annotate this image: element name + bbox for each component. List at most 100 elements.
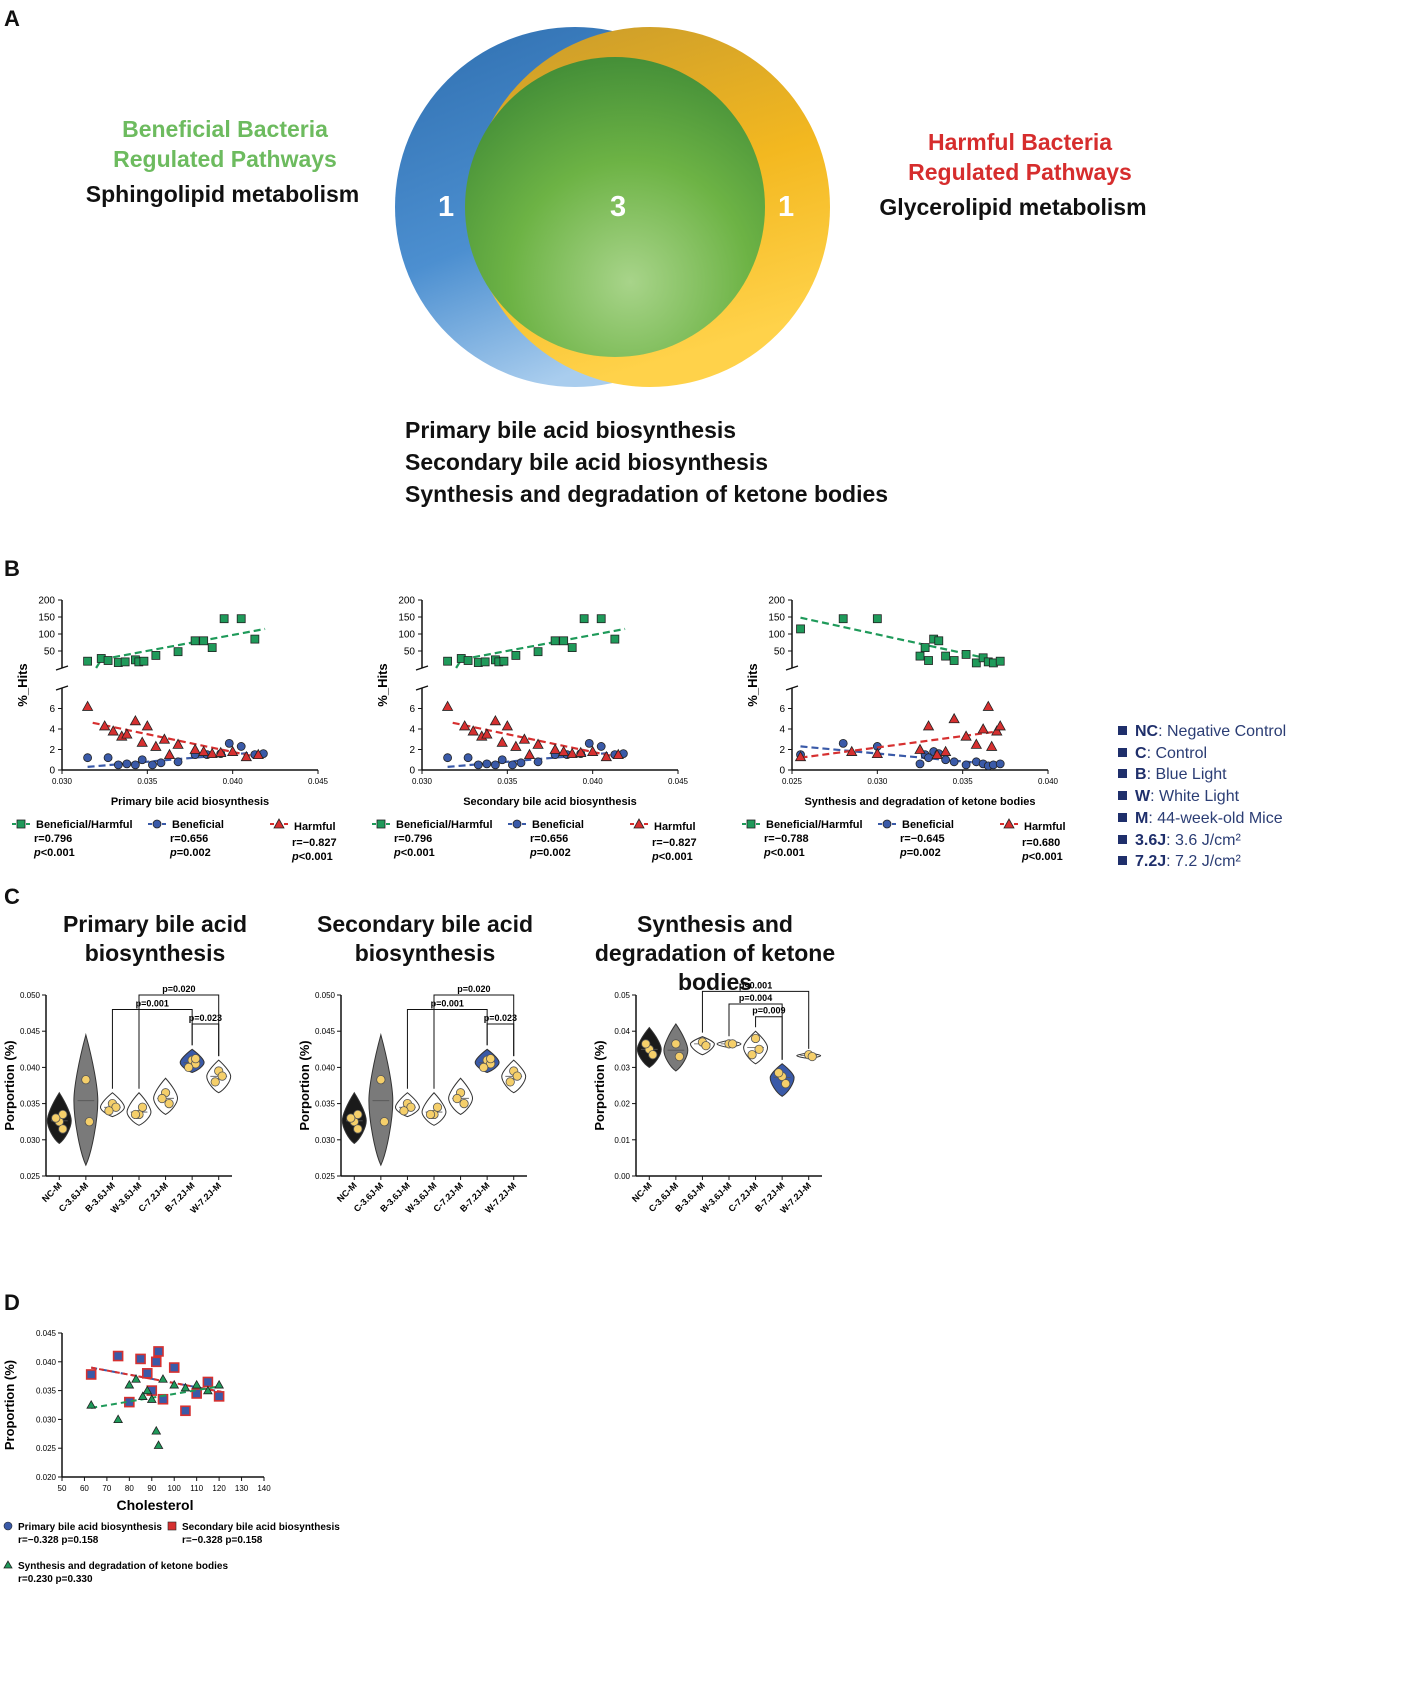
legend-p: p<0.001 [393, 847, 435, 859]
y-tick-label: 0.045 [315, 1027, 336, 1036]
shared-pathway-3: Synthesis and degradation of ketone bodi… [405, 481, 889, 507]
data-point-1 [473, 760, 483, 770]
data-point-1 [949, 757, 959, 767]
x-tick-label: 80 [125, 1484, 134, 1493]
data-point-1 [141, 1368, 153, 1379]
key-item-m: M: 44-week-old Mice [1118, 808, 1286, 830]
data-point-2 [931, 748, 943, 760]
violin-point [486, 1054, 496, 1064]
data-point-2 [982, 700, 994, 711]
violin-point [747, 1050, 757, 1060]
data-point-2 [142, 1385, 153, 1395]
data-point-1 [113, 760, 123, 770]
data-point-0 [139, 656, 149, 666]
data-point-0 [550, 636, 560, 646]
violin-title-primary: Primary bile acid biosynthesis [62, 911, 248, 966]
y-tick-label: 0.02 [614, 1100, 630, 1109]
data-point-0 [120, 657, 130, 667]
violin-point [376, 1075, 386, 1085]
significance-label: p=0.001 [431, 998, 464, 1008]
violin-point [432, 1102, 443, 1112]
data-point-0 [949, 656, 959, 665]
violin-point [379, 1117, 389, 1127]
violin-point [217, 1071, 227, 1081]
legend-label: Primary bile acid biosynthesis [18, 1522, 162, 1533]
data-point-2 [129, 714, 142, 726]
x-tick-label: 0.040 [223, 777, 244, 786]
data-point-1 [103, 753, 113, 763]
data-point-0 [872, 614, 882, 624]
data-point-0 [250, 634, 260, 644]
violin-point [184, 1062, 194, 1073]
y-tick-label: 50 [44, 647, 56, 658]
y-tick-label: 0.04 [614, 1027, 630, 1036]
chart-b3-ketone-bodies: 50 100 150 200 0 2 4 6 0.025 0.030 0.035 0.040 %_Hit… [742, 596, 1066, 863]
x-tick-label: 0.030 [52, 777, 73, 786]
data-point-0 [151, 651, 161, 660]
y-axis-label: Porportion (%) [2, 1040, 17, 1130]
y-tick-label: 200 [38, 596, 55, 607]
data-point-0 [236, 614, 246, 624]
data-point-1 [516, 758, 526, 768]
data-point-1 [463, 753, 473, 763]
x-tick-label: 50 [58, 1484, 67, 1493]
y-tick-label: 6 [779, 704, 785, 715]
significance-bracket [191, 1023, 220, 1057]
x-tick-label: 60 [80, 1484, 89, 1493]
data-point-0 [941, 651, 951, 661]
y-tick-label: 50 [404, 647, 416, 658]
y-tick-label: 150 [38, 613, 55, 624]
y-tick-label: 0.05 [614, 991, 630, 1000]
x-tick-label: 0.040 [1038, 777, 1059, 786]
data-point-0 [219, 614, 229, 624]
axis-break-mark [785, 665, 799, 671]
data-point-2 [532, 738, 544, 749]
data-point-2 [121, 728, 133, 739]
legend-label: Beneficial/Harmful [396, 819, 493, 831]
data-point-2 [172, 738, 184, 749]
y-tick-label: 0.020 [36, 1473, 57, 1482]
data-point-2 [240, 750, 252, 762]
data-point-2 [206, 747, 218, 759]
legend-p: p=0.002 [529, 847, 571, 859]
x-axis-label: Primary bile acid biosynthesis [111, 796, 269, 808]
data-point-2 [163, 748, 176, 760]
data-point-2 [871, 747, 884, 759]
legend-p: p<0.001 [763, 847, 805, 859]
data-point-2 [481, 728, 493, 739]
legend-stat: r=−0.328 p=0.158 [18, 1535, 99, 1546]
violin-point [452, 1093, 462, 1104]
data-point-0 [961, 650, 971, 659]
y-tick-label: 6 [409, 704, 415, 715]
harmful-only-pathway: Glycerolipid metabolism [879, 194, 1147, 220]
data-point-0 [796, 624, 805, 634]
y-tick-label: 0 [779, 766, 785, 777]
data-point-1 [533, 757, 543, 767]
violin-point [81, 1075, 91, 1085]
violin-point [479, 1062, 489, 1073]
y-axis-label: Porportion (%) [297, 1040, 312, 1130]
violin-point [505, 1077, 515, 1087]
data-point-1 [156, 758, 166, 768]
data-point-0 [924, 656, 933, 665]
significance-bracket [486, 1023, 515, 1057]
legend-label: Secondary bile acid biosynthesis [182, 1522, 340, 1533]
data-point-0 [838, 614, 848, 624]
legend-label: Beneficial [172, 819, 224, 831]
panel-label-c: C [4, 884, 20, 909]
violin-point [750, 1033, 761, 1044]
trend-line-1 [800, 745, 1001, 766]
data-point-2 [203, 1385, 213, 1395]
legend-marker [152, 819, 162, 829]
legend-p: p=0.002 [899, 847, 941, 859]
data-point-2 [158, 1374, 168, 1383]
data-point-0 [173, 647, 183, 657]
y-tick-label: 0.040 [20, 1063, 41, 1072]
legend-label: Harmful [654, 821, 696, 833]
legend-r: r=0.680 [1022, 837, 1060, 849]
axis-break-mark [55, 685, 69, 691]
x-axis-label: Cholesterol [116, 1497, 193, 1513]
y-tick-label: 2 [779, 745, 785, 756]
data-point-1 [236, 742, 246, 751]
data-point-2 [467, 725, 479, 736]
